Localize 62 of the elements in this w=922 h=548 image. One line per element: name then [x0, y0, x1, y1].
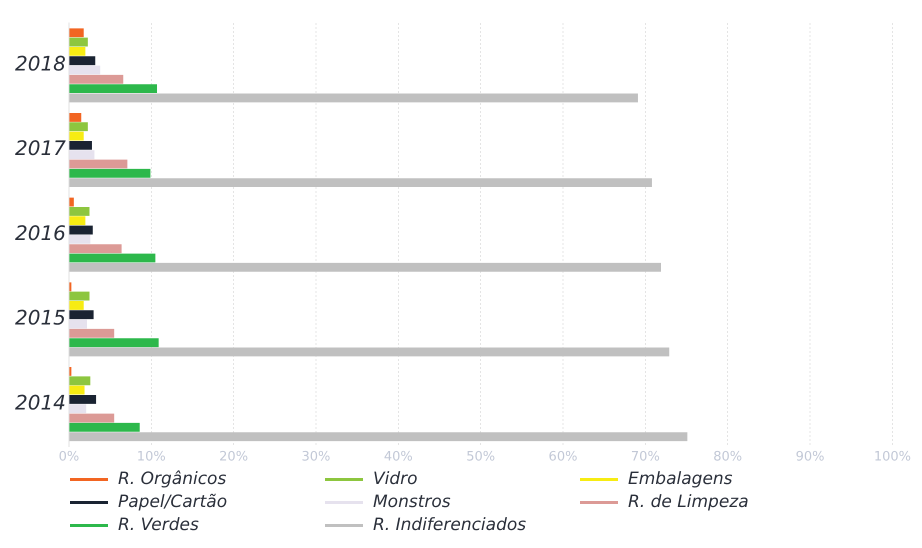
bar — [69, 292, 90, 301]
x-tick-label: 40% — [384, 450, 413, 465]
bar — [69, 414, 114, 422]
bar — [69, 394, 96, 404]
legend-label: R. Indiferenciados — [373, 514, 526, 537]
bar — [69, 112, 82, 122]
x-tick-label: 0% — [58, 450, 80, 465]
y-tick-label: 2015 — [14, 306, 66, 330]
bar — [69, 226, 93, 234]
bar — [69, 320, 88, 328]
bar — [69, 122, 88, 132]
x-tick-label: 60% — [548, 450, 578, 465]
bar — [69, 328, 114, 338]
y-tick-label: 2018 — [14, 52, 66, 76]
bar — [69, 404, 86, 414]
x-tick-label: 30% — [302, 450, 330, 465]
bar — [69, 56, 96, 66]
bar — [69, 150, 94, 160]
bar — [69, 310, 94, 320]
bar — [69, 244, 122, 254]
bar — [69, 234, 90, 244]
bar — [69, 348, 670, 356]
bar — [69, 376, 90, 386]
bar — [69, 178, 652, 188]
bar — [69, 338, 159, 348]
x-tick-label: 70% — [630, 450, 660, 465]
bar — [69, 168, 150, 178]
y-tick-label: 2016 — [14, 220, 66, 245]
bar — [69, 74, 124, 84]
x-tick-label: 50% — [466, 450, 496, 465]
y-tick-label: 2014 — [14, 390, 66, 414]
bar — [69, 206, 90, 216]
bar — [69, 140, 92, 150]
x-tick-label: 90% — [796, 450, 825, 465]
bar — [69, 28, 84, 38]
legend-label: R. Orgânicos — [118, 468, 226, 491]
legend-label: Monstros — [373, 491, 451, 514]
y-tick-label: 2017 — [14, 136, 66, 160]
bar — [69, 386, 85, 395]
bar — [69, 432, 688, 442]
bar — [69, 46, 86, 56]
legend-label: Embalagens — [628, 468, 733, 491]
bar — [69, 66, 100, 74]
legend-label: Papel/Cartão — [118, 491, 228, 514]
legend-label: R. de Limpeza — [628, 491, 749, 514]
legend-label: R. Verdes — [118, 514, 199, 537]
bar — [69, 198, 74, 207]
x-tick-label: 10% — [136, 450, 166, 465]
bar — [69, 216, 86, 226]
bar — [69, 38, 88, 46]
legend-label: Vidro — [373, 468, 418, 491]
bar — [69, 300, 84, 310]
bar — [69, 94, 638, 102]
x-tick-label: 100% — [874, 450, 912, 465]
bar — [69, 254, 156, 262]
bar — [69, 84, 158, 94]
x-tick-label: 20% — [219, 450, 248, 465]
bar — [69, 422, 140, 432]
x-tick-label: 80% — [713, 450, 742, 465]
bar — [69, 132, 84, 140]
bar — [69, 160, 128, 168]
bar — [69, 262, 662, 272]
